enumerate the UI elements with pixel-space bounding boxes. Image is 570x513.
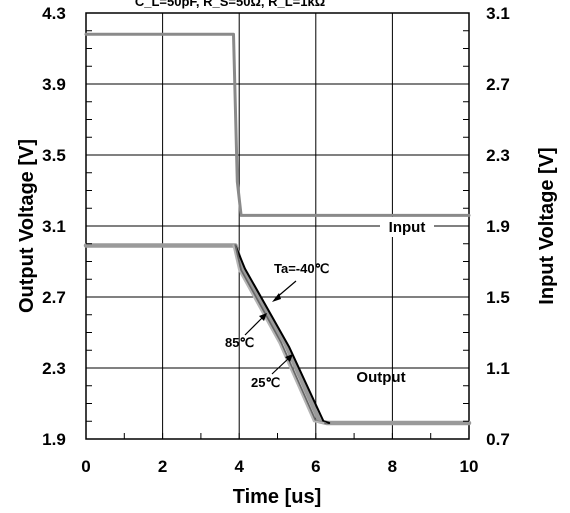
x-tick-label: 2 (158, 457, 167, 476)
x-tick-label: 0 (81, 457, 90, 476)
series-line-2 (234, 244, 331, 424)
y-tick-label-right: 3.1 (486, 4, 510, 23)
chart-subtitle: C_L=50pF, R_S=50Ω, R_L=1kΩ (135, 0, 325, 9)
y-tick-label-left: 3.1 (42, 217, 66, 236)
ta-neg40-arrowhead (272, 293, 281, 302)
input-label: Input (389, 219, 426, 236)
series-line-4 (232, 244, 325, 424)
x-tick-label: 4 (234, 457, 244, 476)
ticks-layer: 0 2 4 6 8 10 1.9 2.3 2.7 3.1 3.5 3.9 4.3 0.7 1.1 1.5 1.9… (42, 4, 510, 476)
x-tick-label: 10 (460, 457, 479, 476)
t85-label: 85℃ (225, 335, 254, 350)
y-tick-label-left: 2.3 (42, 359, 66, 378)
t85-arrow (244, 316, 264, 336)
t25-arrowhead (285, 354, 293, 362)
ta-neg40-label: Ta=-40℃ (274, 261, 329, 276)
y-tick-label-right: 1.5 (486, 288, 510, 307)
series-line-0 (84, 32, 471, 217)
y-tick-label-right: 2.3 (486, 146, 510, 165)
y-tick-label-right: 1.1 (486, 359, 510, 378)
x-axis-title: Time [us] (233, 486, 322, 508)
input-label-bg (380, 217, 434, 237)
t25-label: 25℃ (251, 375, 280, 390)
y-tick-label-right: 2.7 (486, 75, 510, 94)
y-axis-title-left: Output Voltage [V] (16, 139, 38, 313)
y-tick-label-left: 3.9 (42, 75, 66, 94)
series-layer (83, 32, 472, 426)
y-tick-label-left: 4.3 (42, 4, 66, 23)
y-tick-label-right: 1.9 (486, 217, 510, 236)
y-axis-title-right: Input Voltage [V] (536, 147, 558, 304)
x-tick-label: 8 (388, 457, 397, 476)
y-tick-label-left: 1.9 (42, 430, 66, 449)
t25-arrow (271, 357, 290, 375)
y-tick-label-left: 2.7 (42, 288, 66, 307)
y-tick-label-right: 0.7 (486, 430, 510, 449)
output-label: Output (356, 369, 405, 386)
t85-arrowhead (259, 313, 267, 321)
x-tick-label: 6 (311, 457, 320, 476)
y-tick-label-left: 3.5 (42, 146, 66, 165)
